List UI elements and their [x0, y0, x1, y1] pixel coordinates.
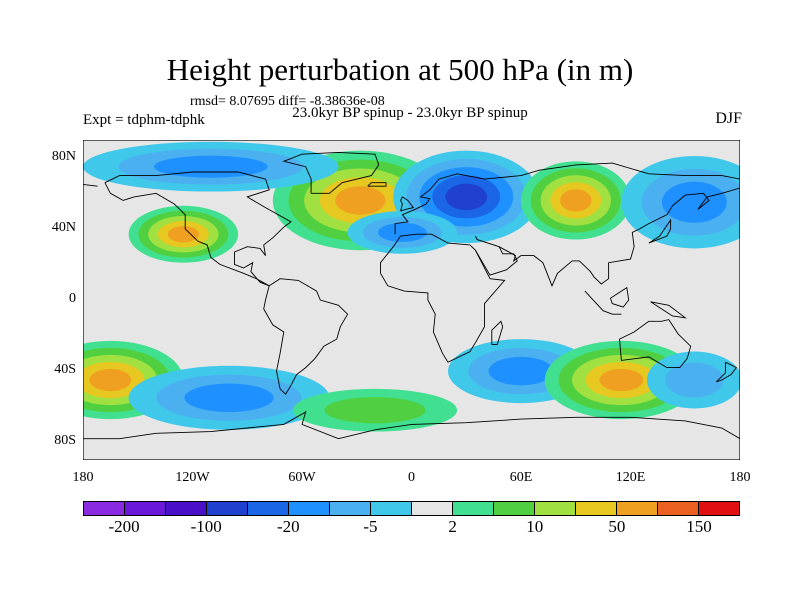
colorbar-swatch: [248, 502, 289, 515]
colorbar-swatch: [617, 502, 658, 515]
coastline: [474, 187, 740, 287]
map-plot: [83, 140, 740, 460]
lat-tick-label: 40S: [54, 362, 76, 378]
height-anomaly-region: [83, 141, 339, 192]
height-anomaly-region: [544, 340, 699, 420]
height-anomaly-region: [646, 351, 740, 409]
colorbar-label: -100: [190, 517, 222, 536]
height-anomaly-region: [521, 161, 631, 240]
height-anomaly-region: [347, 211, 458, 254]
height-anomaly-region: [292, 388, 458, 432]
height-anomaly-region: [128, 205, 239, 263]
colorbar-swatch: [125, 502, 166, 515]
colorbar-label: 50: [608, 517, 626, 536]
height-anomaly-region: [128, 365, 330, 430]
colorbar-label: 10: [526, 517, 544, 536]
coastline: [609, 286, 630, 308]
coastline: [584, 290, 622, 315]
colorbar-swatch: [289, 502, 330, 515]
lon-tick-label: 60E: [509, 470, 533, 485]
lon-tick-label: 180: [729, 470, 751, 485]
experiment-label: Expt = tdphm-tdphk: [83, 112, 205, 128]
colorbar: [83, 501, 740, 516]
colorbar-swatch: [535, 502, 576, 515]
coastline: [380, 233, 506, 363]
coastline: [491, 320, 504, 345]
coastline: [83, 183, 98, 187]
coastline: [619, 319, 692, 369]
colorbar-label: 2: [448, 517, 457, 536]
colorbar-swatch: [699, 502, 739, 515]
coastline: [648, 218, 672, 244]
colorbar-swatch: [412, 502, 453, 515]
coastline: [715, 361, 738, 383]
lon-tick-label: 120W: [175, 470, 210, 485]
colorbar-swatch: [330, 502, 371, 515]
colorbar-swatch: [453, 502, 494, 515]
chart-title: Height perturbation at 500 hPa (in m): [166, 52, 634, 87]
lat-tick-label: 80S: [54, 433, 76, 449]
case-label: 23.0kyr BP spinup - 23.0kyr BP spinup: [292, 105, 528, 121]
coastline: [263, 278, 349, 395]
colorbar-swatch: [576, 502, 617, 515]
colorbar-swatch: [658, 502, 699, 515]
coastline: [394, 162, 740, 235]
colorbar-label: -200: [108, 517, 140, 536]
coastline: [475, 246, 518, 276]
coastline: [282, 151, 380, 194]
colorbar-swatch: [371, 502, 412, 515]
colorbar-swatch: [207, 502, 248, 515]
coastline: [650, 301, 687, 319]
lon-tick-label: 120E: [615, 470, 646, 485]
coastline: [83, 411, 740, 440]
coastline: [400, 196, 415, 212]
coastline: [104, 171, 292, 287]
lon-tick-label: 0: [408, 470, 415, 485]
coastline: [367, 182, 387, 187]
colorbar-label: -5: [363, 517, 378, 536]
stats-label: rmsd= 8.07695 diff= -8.38636e-08: [190, 94, 385, 109]
lat-tick-label: 80N: [51, 148, 76, 164]
season-label: DJF: [715, 110, 742, 127]
colorbar-swatch: [166, 502, 207, 515]
lat-tick-label: 0: [69, 291, 76, 306]
lat-tick-label: 40N: [51, 219, 76, 235]
colorbar-label: 150: [686, 517, 712, 536]
colorbar-label: -20: [276, 517, 300, 536]
colorbar-swatch: [494, 502, 535, 515]
lon-tick-label: 180: [72, 470, 94, 485]
colorbar-swatch: [84, 502, 125, 515]
lon-tick-label: 60W: [288, 470, 316, 485]
height-anomaly-region: [621, 156, 740, 249]
